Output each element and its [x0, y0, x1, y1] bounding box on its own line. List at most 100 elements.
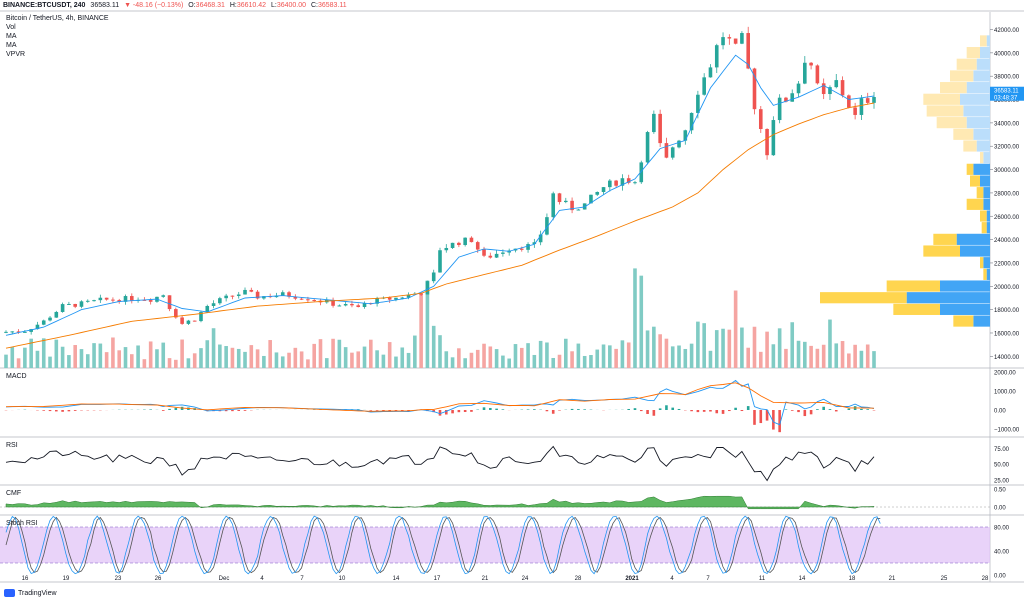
vp-down-21: [886, 280, 940, 292]
volume-bar-11: [73, 345, 77, 368]
volume-bar-121: [765, 331, 769, 368]
cmf-pane: 0.50 0.00: [0, 488, 1006, 512]
candle-body-115: [727, 37, 732, 39]
macd-hist-134: [847, 408, 851, 410]
macd-hist-86: [545, 410, 549, 412]
volume-bar-35: [224, 346, 228, 368]
macd-hist-128: [809, 410, 813, 415]
volume-bar-100: [633, 268, 637, 368]
volume-bar-61: [387, 342, 392, 368]
tradingview-logo[interactable]: TradingView: [4, 589, 57, 597]
vp-down-23: [893, 303, 940, 315]
time-label-21: 28: [982, 576, 989, 582]
candle-body-26: [167, 295, 172, 310]
volume-bar-42: [268, 340, 272, 368]
macd-axis-3: −1000.00: [994, 428, 1020, 434]
vp-down-15: [980, 210, 987, 222]
volume-bar-7: [48, 356, 52, 368]
candle-body-78: [494, 253, 499, 258]
candle-body-55: [350, 304, 354, 306]
vp-up-2: [976, 58, 990, 70]
candle-body-3: [23, 331, 27, 333]
candle-body-117: [740, 33, 744, 44]
volume-bar-46: [293, 347, 298, 368]
volume-bar-36: [230, 347, 235, 368]
rsi-label[interactable]: RSI: [6, 442, 18, 449]
candle-body-82: [519, 248, 524, 250]
volume-bar-94: [595, 349, 600, 368]
legend-ma-2[interactable]: MA: [6, 42, 17, 49]
ohlc-open: 36468.31: [195, 2, 225, 9]
volume-bar-31: [199, 348, 203, 368]
candle-body-27: [174, 309, 178, 318]
volume-bar-89: [563, 338, 568, 368]
candle-body-44: [280, 292, 285, 296]
cmf-label[interactable]: CMF: [6, 490, 22, 497]
candle-body-69: [438, 250, 442, 273]
vp-up-18: [960, 245, 990, 257]
volume-bar-109: [689, 343, 694, 368]
candle-body-86: [545, 217, 549, 235]
time-label-13: 2021: [625, 576, 639, 582]
vp-up-9: [976, 140, 990, 152]
macd-hist-73: [463, 410, 467, 413]
volume-bar-95: [601, 344, 606, 368]
candle-body-31: [199, 312, 203, 322]
vp-up-6: [963, 105, 990, 117]
macd-hist-119: [753, 410, 756, 425]
macd-hist-116: [734, 407, 737, 410]
candle-body-120: [758, 109, 763, 130]
volume-bar-69: [438, 335, 442, 368]
time-label-14: 4: [670, 576, 674, 582]
candle-body-85: [538, 234, 543, 243]
ma-fast-line: [5, 54, 875, 336]
candle-body-70: [444, 247, 449, 251]
current-price-label: 36583.11: [994, 89, 1019, 95]
price-label-8: 26000.00: [994, 215, 1020, 221]
candle-body-72: [457, 242, 461, 246]
volume-bar-120: [758, 351, 763, 368]
volume-bar-88: [557, 354, 562, 368]
ohlc-high-label: H:: [229, 2, 237, 9]
candle-body-123: [777, 97, 782, 121]
price-label-1: 40000.00: [994, 51, 1020, 57]
vp-down-10: [980, 152, 984, 164]
stoch-k-line: [5, 515, 881, 575]
macd-line: [5, 379, 875, 426]
time-label-9: 17: [434, 576, 441, 582]
macd-label[interactable]: MACD: [6, 373, 27, 380]
candle-body-121: [765, 129, 769, 156]
legend-vol[interactable]: Vol: [6, 24, 16, 31]
vp-up-5: [960, 93, 990, 105]
candle-body-101: [639, 162, 644, 183]
candle-body-57: [362, 303, 367, 308]
macd-hist-100: [633, 408, 637, 410]
legend-ma-1[interactable]: MA: [6, 33, 17, 40]
macd-hist-109: [690, 410, 693, 412]
legend-vpvr[interactable]: VPVR: [6, 51, 26, 58]
vp-up-3: [973, 70, 990, 82]
time-label-3: 26: [155, 576, 162, 582]
volume-bar-30: [192, 353, 197, 368]
candle-body-52: [331, 299, 335, 306]
candle-body-14: [92, 300, 96, 302]
macd-hist-110: [696, 410, 700, 413]
symbol-name[interactable]: BINANCE:BTCUSDT, 240: [3, 2, 86, 9]
volume-bar-45: [287, 352, 291, 368]
macd-hist-99: [627, 408, 630, 410]
time-label-1: 19: [63, 576, 70, 582]
macd-hist-58: [369, 410, 373, 411]
candle-body-6: [41, 320, 46, 325]
candle-body-136: [859, 98, 864, 115]
candle-body-54: [343, 304, 348, 306]
stoch-rsi-label[interactable]: Stoch RSI: [6, 520, 38, 527]
candle-body-135: [853, 107, 857, 115]
vp-down-24: [953, 315, 974, 327]
candle-body-47: [299, 298, 304, 300]
volume-bar-126: [796, 340, 801, 368]
time-axis: 16 19 23 26 Dec 4 7 10 14 17 21 24 28 2021 4 7 11 14 18 21 2…: [22, 576, 989, 582]
volume-bar-17: [111, 337, 115, 368]
volume-bar-20: [129, 354, 134, 368]
ohlc-open-label: O:: [188, 2, 196, 9]
